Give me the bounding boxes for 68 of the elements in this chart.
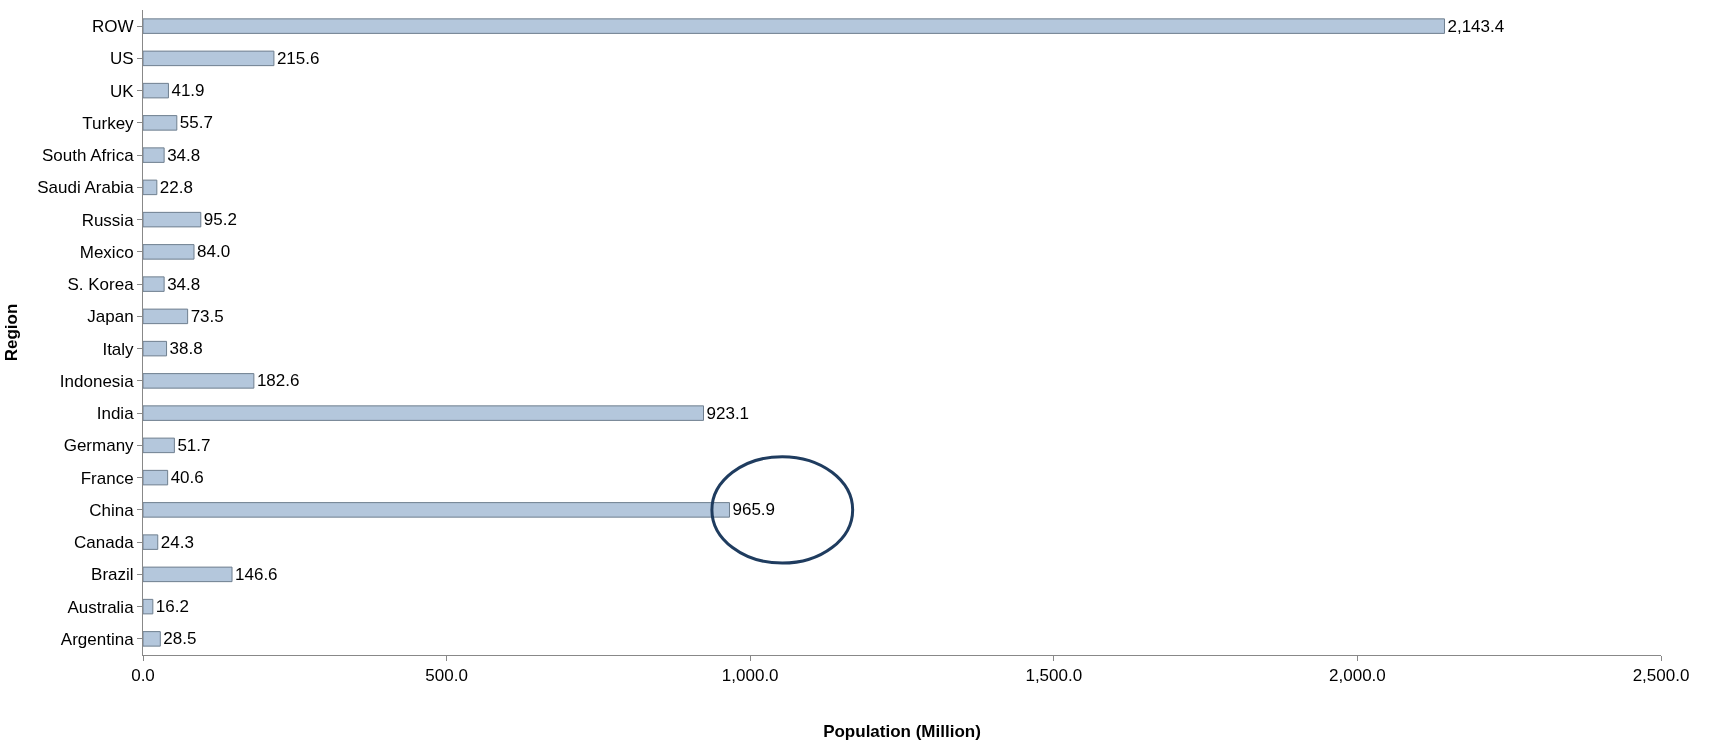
data-label: 73.5 bbox=[190, 306, 224, 326]
y-tick-label: Italy bbox=[102, 339, 135, 359]
bar bbox=[143, 82, 169, 99]
y-tick-label: US bbox=[109, 49, 134, 69]
y-tick-label: Canada bbox=[74, 533, 135, 553]
data-label: 16.2 bbox=[155, 597, 189, 617]
x-tick-label: 2,500.0 bbox=[1632, 666, 1690, 686]
bar bbox=[143, 373, 255, 389]
y-tick-label: Turkey bbox=[82, 113, 135, 133]
bar bbox=[143, 437, 175, 454]
data-label: 965.9 bbox=[732, 500, 776, 520]
data-label: 84.0 bbox=[197, 242, 231, 262]
y-tick-label: Germany bbox=[63, 436, 135, 456]
y-tick-label: South Africa bbox=[41, 146, 135, 166]
y-tick-label: Saudi Arabia bbox=[37, 178, 135, 198]
data-label: 22.8 bbox=[159, 177, 193, 197]
bar bbox=[143, 115, 178, 131]
y-tick-label: Indonesia bbox=[59, 371, 135, 391]
data-label: 55.7 bbox=[179, 113, 213, 133]
bar bbox=[143, 566, 233, 583]
y-tick-label: Australia bbox=[67, 597, 135, 617]
bar bbox=[143, 179, 158, 196]
data-label: 215.6 bbox=[276, 48, 320, 68]
data-label: 28.5 bbox=[163, 629, 197, 649]
y-tick-label: Brazil bbox=[91, 565, 134, 585]
bar bbox=[143, 211, 202, 228]
y-tick-label: France bbox=[80, 468, 134, 488]
x-tick-label: 1,500.0 bbox=[1025, 666, 1083, 686]
bar bbox=[143, 147, 165, 163]
y-tick-label: Japan bbox=[87, 307, 134, 327]
x-tick-label: 500.0 bbox=[425, 666, 468, 686]
data-label: 923.1 bbox=[706, 403, 750, 423]
bar bbox=[143, 244, 195, 260]
data-label: 34.8 bbox=[167, 145, 201, 165]
data-label: 41.9 bbox=[171, 81, 205, 101]
y-tick-label: ROW bbox=[92, 17, 134, 37]
data-label: 24.3 bbox=[160, 532, 194, 552]
x-tick-label: 1,000.0 bbox=[721, 666, 779, 686]
data-label: 2,143.4 bbox=[1447, 16, 1505, 36]
x-axis-title: Population (Million) bbox=[823, 721, 981, 741]
bar bbox=[143, 308, 189, 325]
data-label: 182.6 bbox=[256, 371, 300, 391]
bar bbox=[143, 276, 165, 292]
y-tick-label: India bbox=[96, 404, 135, 424]
bar bbox=[143, 469, 169, 486]
bar bbox=[143, 340, 168, 357]
bar bbox=[143, 534, 159, 550]
bar bbox=[143, 18, 1445, 34]
bar bbox=[143, 502, 730, 518]
y-tick-label: Russia bbox=[81, 210, 135, 230]
bar bbox=[143, 598, 154, 615]
bar bbox=[143, 50, 275, 67]
y-tick-label: Argentina bbox=[60, 629, 135, 649]
x-tick-label: 0.0 bbox=[131, 666, 155, 686]
y-axis-title: Region bbox=[1, 303, 21, 362]
data-label: 146.6 bbox=[235, 564, 278, 584]
data-label: 34.8 bbox=[167, 274, 201, 294]
y-tick-label: S. Korea bbox=[67, 275, 135, 295]
data-label: 40.6 bbox=[170, 468, 204, 488]
bar bbox=[143, 631, 161, 647]
y-tick-label: China bbox=[89, 500, 135, 520]
data-label: 38.8 bbox=[169, 339, 203, 359]
y-tick-label: Mexico bbox=[79, 242, 134, 262]
x-tick-label: 2,000.0 bbox=[1329, 666, 1386, 686]
data-label: 95.2 bbox=[203, 210, 237, 230]
y-tick-label: UK bbox=[109, 81, 135, 101]
bar bbox=[143, 405, 705, 421]
data-label: 51.7 bbox=[177, 435, 211, 455]
